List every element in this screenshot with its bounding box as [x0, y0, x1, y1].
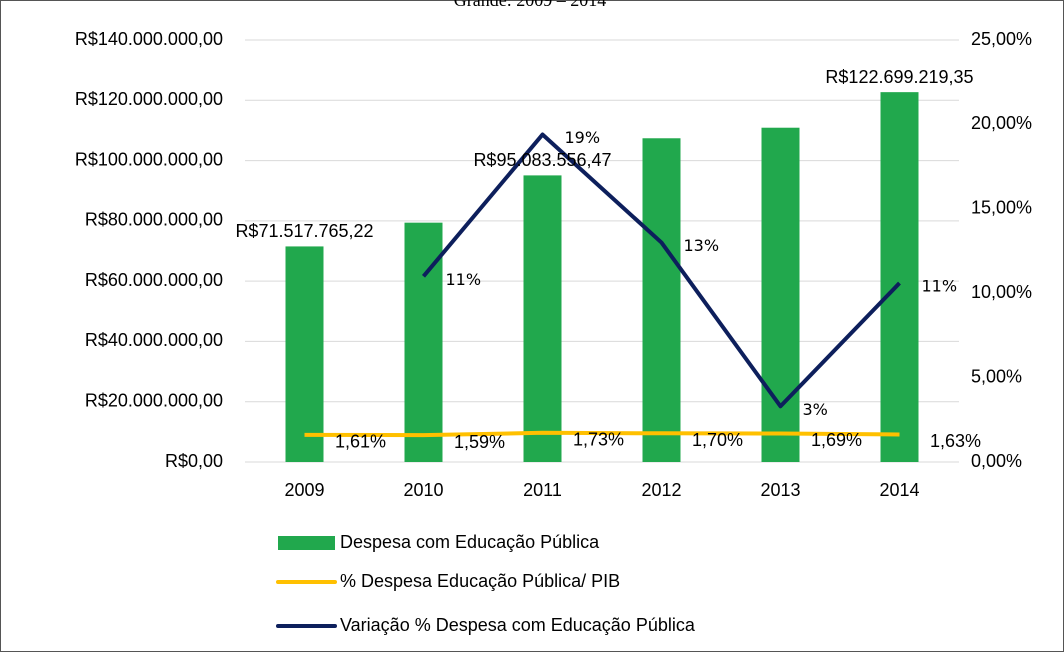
x-tick-label: 2012 — [641, 480, 681, 500]
line — [421, 132, 901, 409]
y-tick-label: R$100.000.000,00 — [75, 149, 223, 169]
y2-tick-label: 5,00% — [971, 366, 1022, 386]
y-tick-label: R$0,00 — [165, 451, 223, 471]
y-tick-label: R$80.000.000,00 — [85, 210, 223, 230]
bar — [761, 127, 800, 463]
x-tick-label: 2009 — [284, 480, 324, 500]
bar — [880, 92, 919, 462]
data-label: 11% — [922, 277, 958, 296]
data-label: 1,69% — [811, 430, 862, 450]
line — [304, 430, 900, 438]
data-label: 19% — [565, 128, 601, 147]
data-label: 1,73% — [573, 430, 624, 450]
data-label: 1,61% — [335, 432, 386, 452]
data-label: 13% — [684, 236, 720, 255]
y2-tick-label: 20,00% — [971, 113, 1032, 133]
legend-label: % Despesa Educação Pública/ PIB — [340, 571, 620, 591]
chart-title: Grande: 2009 – 2014 — [454, 0, 606, 10]
data-label: 1,63% — [930, 431, 981, 451]
bar — [285, 246, 324, 462]
data-label: 3% — [803, 400, 828, 419]
x-tick-label: 2014 — [879, 480, 919, 500]
legend-label: Despesa com Educação Pública — [340, 532, 600, 552]
x-tick-label: 2010 — [403, 480, 443, 500]
y2-tick-label: 15,00% — [971, 198, 1032, 218]
y-tick-label: R$140.000.000,00 — [75, 29, 223, 49]
data-label: R$71.517.765,22 — [235, 221, 373, 241]
y2-tick-label: 25,00% — [971, 29, 1032, 49]
y-tick-label: R$20.000.000,00 — [85, 390, 223, 410]
y2-tick-label: 10,00% — [971, 282, 1032, 302]
data-label: 1,59% — [454, 432, 505, 452]
bar — [523, 175, 562, 462]
y-tick-label: R$60.000.000,00 — [85, 270, 223, 290]
y2-tick-label: 0,00% — [971, 451, 1022, 471]
legend-swatch — [278, 536, 335, 550]
data-label: 11% — [446, 270, 482, 289]
bar — [642, 138, 681, 462]
data-label: 1,70% — [692, 430, 743, 450]
data-label: R$95.083.556,47 — [473, 150, 611, 170]
y-tick-label: R$40.000.000,00 — [85, 330, 223, 350]
x-tick-label: 2013 — [760, 480, 800, 500]
x-tick-label: 2011 — [523, 480, 562, 500]
y-tick-label: R$120.000.000,00 — [75, 89, 223, 109]
legend-label: Variação % Despesa com Educação Pública — [340, 615, 696, 635]
data-label: R$122.699.219,35 — [825, 67, 973, 87]
